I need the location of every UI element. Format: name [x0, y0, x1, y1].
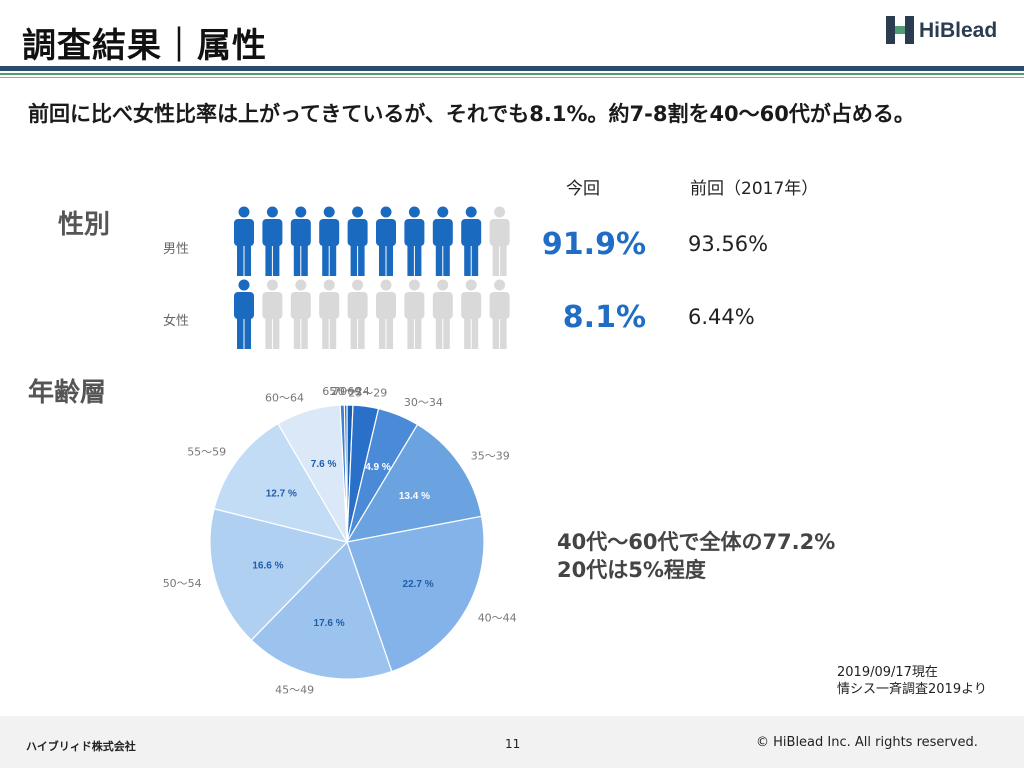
- person-icon: [489, 206, 510, 276]
- pie-slice: [213, 422, 349, 543]
- column-current-header: 今回: [566, 179, 600, 199]
- footer-company: ハイブリィド株式会社: [26, 740, 136, 753]
- pie-category-label: 55〜59: [187, 445, 226, 458]
- pie-category-label: 60〜64: [265, 391, 304, 404]
- pie-slice: [250, 540, 393, 680]
- person-icon: [404, 206, 425, 276]
- page-title: 調査結果｜属性: [22, 26, 267, 66]
- male-current-value: 91.9%: [541, 227, 646, 262]
- section-age-label: 年齢層: [28, 378, 107, 408]
- pie-category-label: 40〜44: [478, 612, 517, 625]
- person-icon: [262, 206, 283, 276]
- pie-value-label: 4.9 %: [365, 462, 391, 473]
- pie-value-label: 16.6 %: [252, 560, 283, 571]
- person-icon: [376, 206, 396, 276]
- person-icon: [234, 279, 254, 349]
- female-previous-value: 6.44%: [688, 305, 755, 329]
- pie-category-label: 25〜29: [348, 386, 387, 399]
- person-icon: [432, 279, 453, 349]
- footer-bar: [0, 716, 1024, 768]
- hiblead-logo-icon: [886, 16, 914, 44]
- pie-slice: [346, 515, 485, 673]
- header-bar-gray: [0, 77, 1024, 78]
- person-icon: [319, 279, 340, 349]
- page-number: 11: [505, 737, 521, 751]
- header-bar-green: [0, 73, 1024, 75]
- female-row-label: 女性: [163, 314, 190, 329]
- person-icon: [262, 279, 283, 349]
- female-icon-row: [234, 279, 510, 349]
- pie-category-label: 30〜34: [404, 396, 443, 409]
- pie-value-label: 12.7 %: [266, 489, 297, 500]
- callout-line-2: 20代は5%程度: [557, 558, 706, 582]
- logo-text: HiBlead: [919, 19, 998, 42]
- male-icon-row: [234, 206, 510, 276]
- male-row-label: 男性: [163, 242, 190, 257]
- company-logo: HiBlead: [886, 16, 1011, 48]
- person-icon: [461, 279, 482, 349]
- pie-category-label: 20〜24: [331, 385, 370, 398]
- person-icon: [319, 206, 340, 276]
- pie-value-label: 17.6 %: [314, 618, 345, 629]
- male-previous-value: 93.56%: [688, 232, 769, 256]
- header-bar-navy: [0, 66, 1024, 71]
- person-icon: [376, 279, 396, 349]
- pie-value-label: 13.4 %: [399, 491, 430, 502]
- pie-slice: [345, 423, 483, 543]
- pie-category-label: 45〜49: [275, 683, 314, 696]
- person-icon: [290, 206, 311, 276]
- age-callout: 40代〜60代で全体の77.2% 20代は5%程度: [557, 528, 835, 584]
- section-gender-label: 性別: [58, 210, 111, 240]
- pie-category-label: 70〜: [333, 385, 358, 398]
- survey-note: 2019/09/17現在 情シス一斉調査2019より: [837, 664, 987, 698]
- note-source: 情シス一斉調査2019より: [837, 682, 987, 697]
- person-icon: [347, 206, 368, 276]
- person-icon: [347, 279, 368, 349]
- female-current-value: 8.1%: [562, 300, 646, 335]
- pie-category-label: 50〜54: [163, 577, 202, 590]
- person-icon: [489, 279, 510, 349]
- note-date: 2019/09/17現在: [837, 665, 938, 680]
- footer-copyright: © HiBlead Inc. All rights reserved.: [756, 735, 978, 750]
- person-icon: [234, 206, 254, 276]
- person-icon: [432, 206, 453, 276]
- pie-slice: [209, 508, 349, 641]
- person-icon: [404, 279, 425, 349]
- callout-line-1: 40代〜60代で全体の77.2%: [557, 530, 836, 554]
- pie-slice: [343, 404, 348, 543]
- pie-value-label: 22.7 %: [403, 579, 434, 590]
- pie-value-label: 7.6 %: [311, 459, 337, 470]
- pie-category-label: 65〜69: [322, 385, 361, 398]
- person-icon: [290, 279, 311, 349]
- person-icon: [461, 206, 482, 276]
- column-previous-header: 前回（2017年）: [690, 179, 819, 199]
- page-subtitle: 前回に比べ女性比率は上がってきているが、それでも8.1%。約7-8割を40〜60…: [28, 102, 915, 126]
- pie-category-label: 35〜39: [471, 450, 510, 463]
